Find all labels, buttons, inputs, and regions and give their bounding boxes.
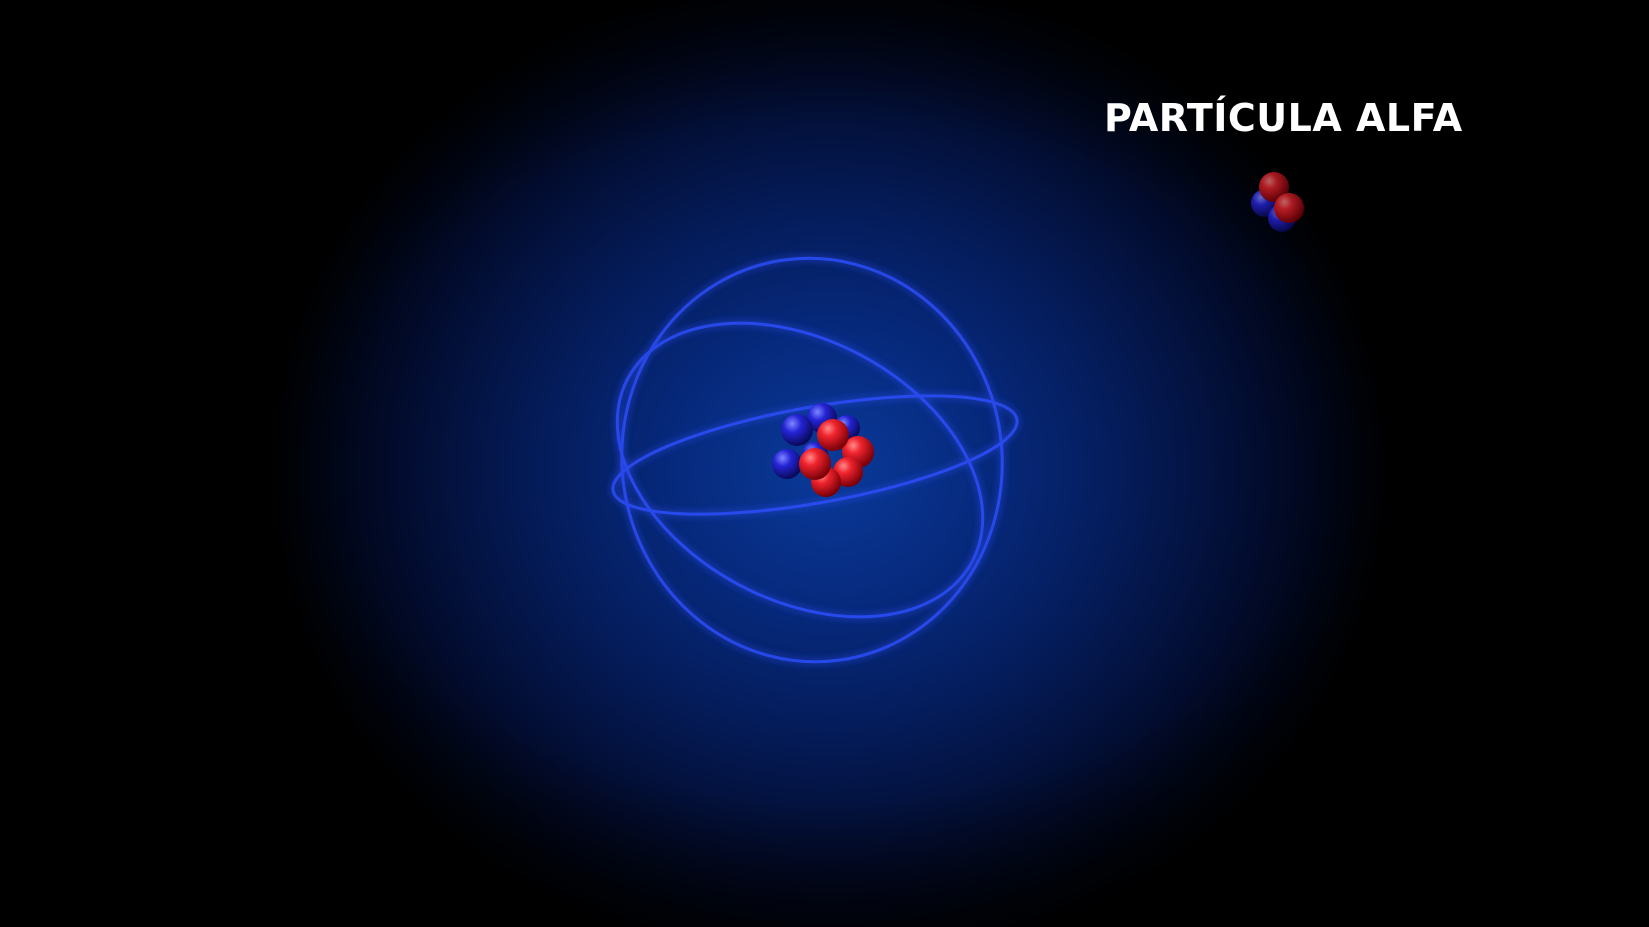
alpha-particle-illustration xyxy=(1251,172,1304,232)
alpha-particle-label: PARTÍCULA ALFA xyxy=(1104,96,1463,140)
atom-nucleus xyxy=(772,403,874,497)
proton xyxy=(817,419,849,451)
proton xyxy=(1274,193,1304,223)
proton xyxy=(799,448,831,480)
neutron xyxy=(772,449,802,479)
neutron xyxy=(781,414,813,446)
